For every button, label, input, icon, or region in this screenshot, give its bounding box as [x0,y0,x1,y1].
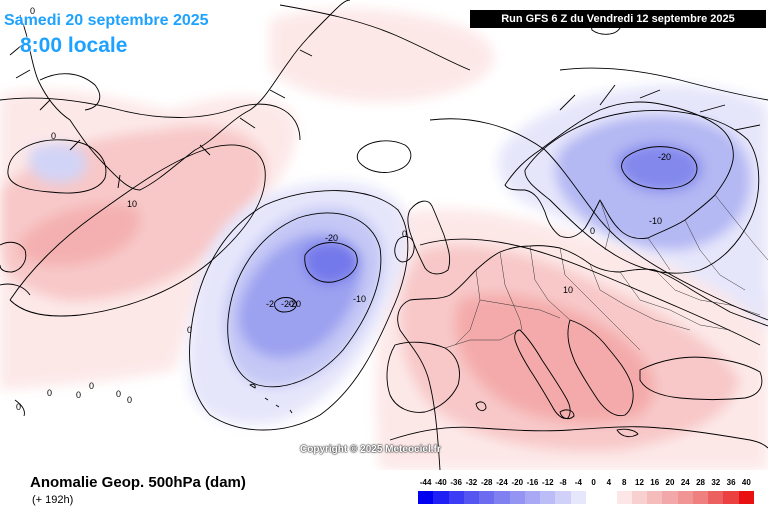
copyright-notice: Copyright © 2025 Meteociel.fr [300,444,441,455]
legend-label: 0 [591,478,596,487]
color-scale-legend: -44 -40 -36 -32 -28 -24 -20 -16 -12 -8 -4 0 4 8 12 16 20… [400,470,760,512]
contour-label: -2 [266,299,274,309]
contour-label: -20 [658,152,671,162]
legend-label: -12 [542,478,554,487]
legend-label: -36 [450,478,462,487]
legend-label: -4 [574,478,582,487]
legend-swatch [540,491,556,504]
forecast-date-title: Samedi 20 septembre 2025 [4,12,209,29]
legend-color-bar [418,491,755,504]
map-area: 0 0 0 0 0 0 0 0 0 0 0 -10 -10 10 10 -20 … [0,0,768,470]
legend-swatch [570,491,587,504]
legend-swatch [433,491,450,504]
contour-label: 0 [89,381,94,391]
legend-swatch [662,491,679,504]
legend-swatch [692,491,709,504]
positive-anomaly-greenland [270,9,494,102]
contour-label: 0 [76,390,81,400]
legend-swatch [509,491,526,504]
contour-label: 0 [30,6,35,16]
legend-swatch [601,491,618,504]
legend-swatch [524,491,541,504]
negative-anomaly-scandinavia-core [616,143,702,192]
negative-anomaly-atlantic-core [303,242,359,284]
legend-label: 28 [696,478,705,487]
legend-label: -8 [559,478,567,487]
legend-swatch [479,491,495,504]
legend-swatch [677,491,694,504]
contour-label: 0 [16,402,21,412]
contour-label: 0 [590,226,595,236]
legend-swatch [647,491,663,504]
legend-swatch [723,491,740,504]
contour-label: -20 [281,299,294,309]
legend-label: -20 [511,478,524,487]
legend-swatch [586,491,602,504]
positive-anomaly-mediterranean-core [454,294,655,424]
legend-label: 20 [665,478,675,487]
legend-swatch [494,491,511,504]
contour-label: 0 [402,229,407,239]
legend-label: 24 [680,478,690,487]
parameter-title: Anomalie Geop. 500hPa (dam) [30,474,246,491]
contour-label: 10 [127,199,137,209]
forecast-time-title: 8:00 locale [20,34,128,57]
legend-label: 8 [621,478,627,487]
legend-swatch [448,491,465,504]
anomaly-map: 0 0 0 0 0 0 0 0 0 0 0 -10 -10 10 10 -20 … [0,0,768,470]
contour-labels: 0 0 0 0 0 0 0 0 0 0 0 -10 -10 10 10 -20 … [16,6,671,412]
legend-label: -32 [465,478,478,487]
legend-label: -40 [435,478,447,487]
positive-anomaly-north-atlantic-core [20,204,141,266]
contour-label: 10 [563,285,573,295]
map-footer: Anomalie Geop. 500hPa (dam) (+ 192h) -44… [0,470,768,512]
legend-swatch [738,491,755,504]
legend-label: 40 [741,478,751,487]
legend-label: 4 [606,478,612,487]
legend-swatch [418,491,434,504]
legend-swatch [708,491,724,504]
legend-labels: -44 -40 -36 -32 -28 -24 -20 -16 -12 -8 -4 0 4 8 12 16 20… [400,478,760,490]
contour-label: -10 [649,216,662,226]
legend-swatch [631,491,648,504]
legend-label: -28 [480,478,493,487]
legend-swatch [616,491,633,504]
legend-label: -44 [419,478,432,487]
contour-label: 0 [47,388,52,398]
contour-label: -20 [288,299,301,309]
legend-label: 32 [711,478,721,487]
legend-label: 16 [650,478,660,487]
negative-anomaly-greenland-small [29,143,88,183]
contour-label: -10 [353,294,366,304]
contour-lines [0,4,768,431]
legend-swatch [555,491,572,504]
lead-time-label: (+ 192h) [32,494,74,506]
contour-label: 0 [127,395,132,405]
legend-label: -24 [496,478,508,487]
coastlines [0,0,768,470]
legend-swatch [463,491,480,504]
legend-label: 12 [635,478,644,487]
contour-label: 0 [187,325,192,335]
legend-label: -16 [526,478,539,487]
model-run-banner: Run GFS 6 Z du Vendredi 12 septembre 202… [470,10,766,28]
contour-label: 0 [51,131,56,141]
contour-label: -20 [325,233,338,243]
legend-label: 36 [726,478,736,487]
contour-label: 0 [116,389,121,399]
